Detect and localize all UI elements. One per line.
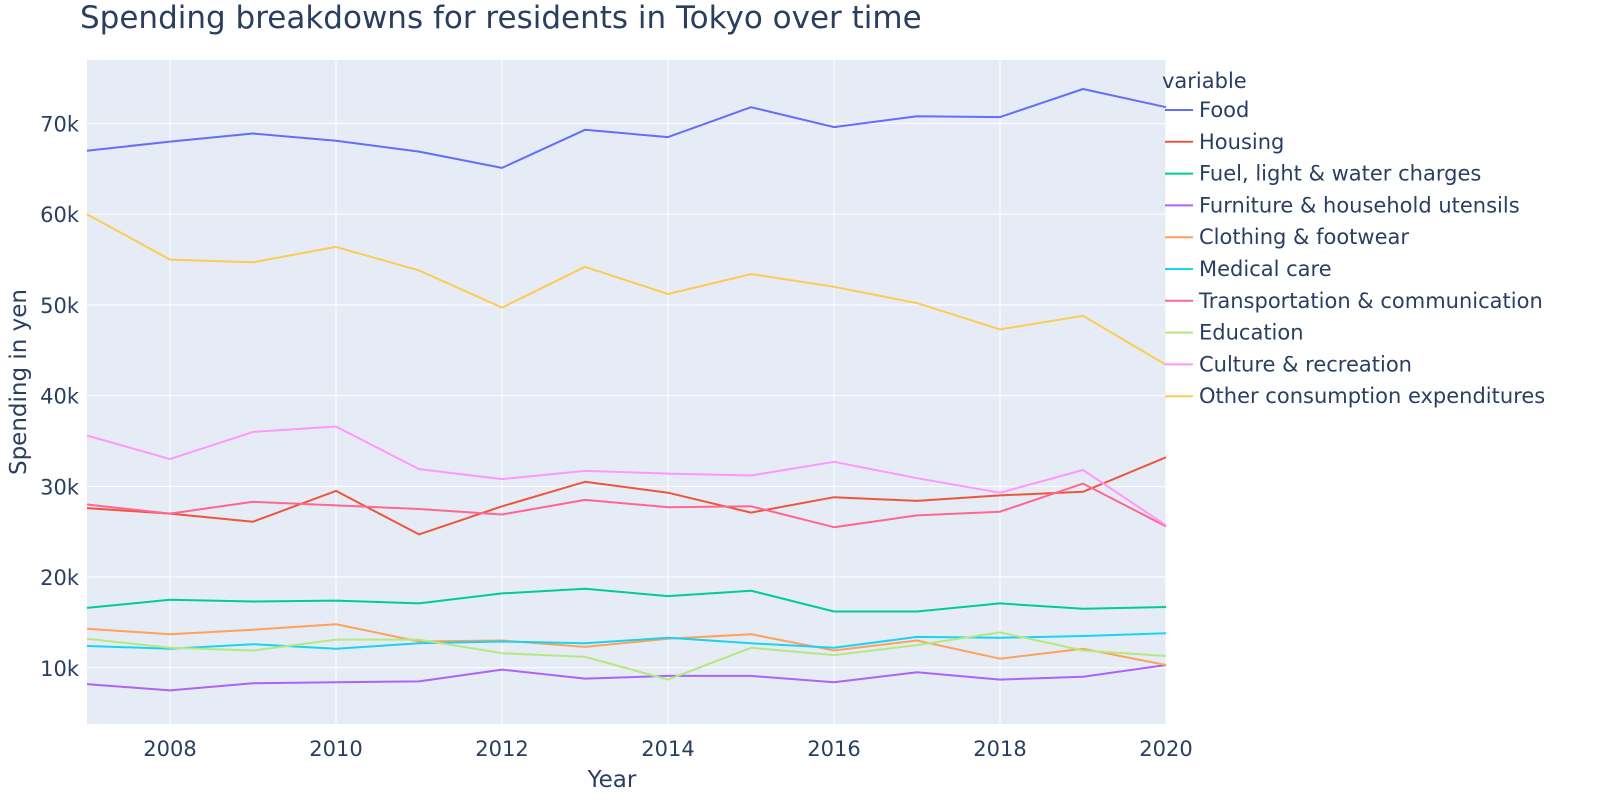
series-line-education (86, 631, 1167, 681)
series-lines (86, 88, 1167, 692)
x-tick-label: 2018 (973, 737, 1026, 761)
series-line-other-consumption-expenditures (86, 213, 1167, 366)
y-axis-label: Spending in yen (6, 289, 32, 475)
series-line-culture-recreation (86, 425, 1167, 527)
legend-item[interactable]: Education (1165, 321, 1304, 345)
legend-label: Other consumption expenditures (1199, 384, 1545, 408)
legend-item[interactable]: Clothing & footwear (1165, 225, 1409, 249)
y-tick-label: 60k (40, 203, 80, 227)
y-axis-ticks: 10k 20k 30k 40k 50k 60k 70k (40, 112, 80, 680)
series-line-food (86, 88, 1167, 169)
grid-lines (87, 60, 1167, 724)
x-tick-label: 2016 (807, 737, 860, 761)
legend-label: Transportation & communication (1198, 289, 1543, 313)
series-line-housing (86, 456, 1167, 536)
legend-item[interactable]: Furniture & household utensils (1165, 193, 1520, 217)
legend-item[interactable]: Fuel, light & water charges (1165, 162, 1481, 186)
y-tick-label: 30k (40, 475, 80, 499)
legend-label: Clothing & footwear (1199, 225, 1409, 249)
legend-item[interactable]: Housing (1165, 130, 1284, 154)
series-line-medical-care (86, 632, 1167, 650)
legend-label: Culture & recreation (1199, 352, 1412, 376)
legend-item[interactable]: Food (1165, 98, 1249, 122)
legend-label: Furniture & household utensils (1199, 193, 1520, 217)
x-axis-label: Year (587, 767, 637, 793)
plot-area (87, 60, 1166, 724)
legend-item[interactable]: Culture & recreation (1165, 352, 1412, 376)
y-tick-label: 40k (40, 385, 80, 409)
x-tick-label: 2012 (475, 737, 528, 761)
legend-label: Education (1199, 321, 1304, 345)
x-tick-label: 2008 (143, 737, 196, 761)
series-line-furniture-household-utensils (86, 664, 1167, 692)
legend: variable Food Housing Fuel, light & water … (1162, 69, 1545, 408)
legend-title: variable (1162, 69, 1247, 93)
y-tick-label: 20k (40, 566, 80, 590)
legend-label: Housing (1199, 130, 1284, 154)
y-tick-label: 50k (40, 294, 80, 318)
legend-item[interactable]: Other consumption expenditures (1165, 384, 1545, 408)
series-line-fuel-light-water-charges (86, 587, 1167, 613)
x-axis-ticks: 2008 2010 2012 2014 2016 2018 2020 (143, 737, 1192, 761)
legend-label: Food (1199, 98, 1249, 122)
series-line-transportation-communication (86, 482, 1167, 529)
legend-item[interactable]: Transportation & communication (1165, 289, 1543, 313)
y-tick-label: 70k (40, 112, 80, 136)
chart-title: Spending breakdowns for residents in Tok… (80, 0, 922, 36)
x-tick-label: 2020 (1139, 737, 1192, 761)
x-tick-label: 2014 (641, 737, 694, 761)
legend-label: Medical care (1199, 257, 1332, 281)
series-line-clothing-footwear (86, 623, 1167, 666)
legend-items: Food Housing Fuel, light & water charges Fu… (1165, 98, 1545, 408)
y-tick-label: 10k (40, 657, 80, 681)
x-tick-label: 2010 (309, 737, 362, 761)
legend-label: Fuel, light & water charges (1199, 162, 1481, 186)
legend-item[interactable]: Medical care (1165, 257, 1332, 281)
